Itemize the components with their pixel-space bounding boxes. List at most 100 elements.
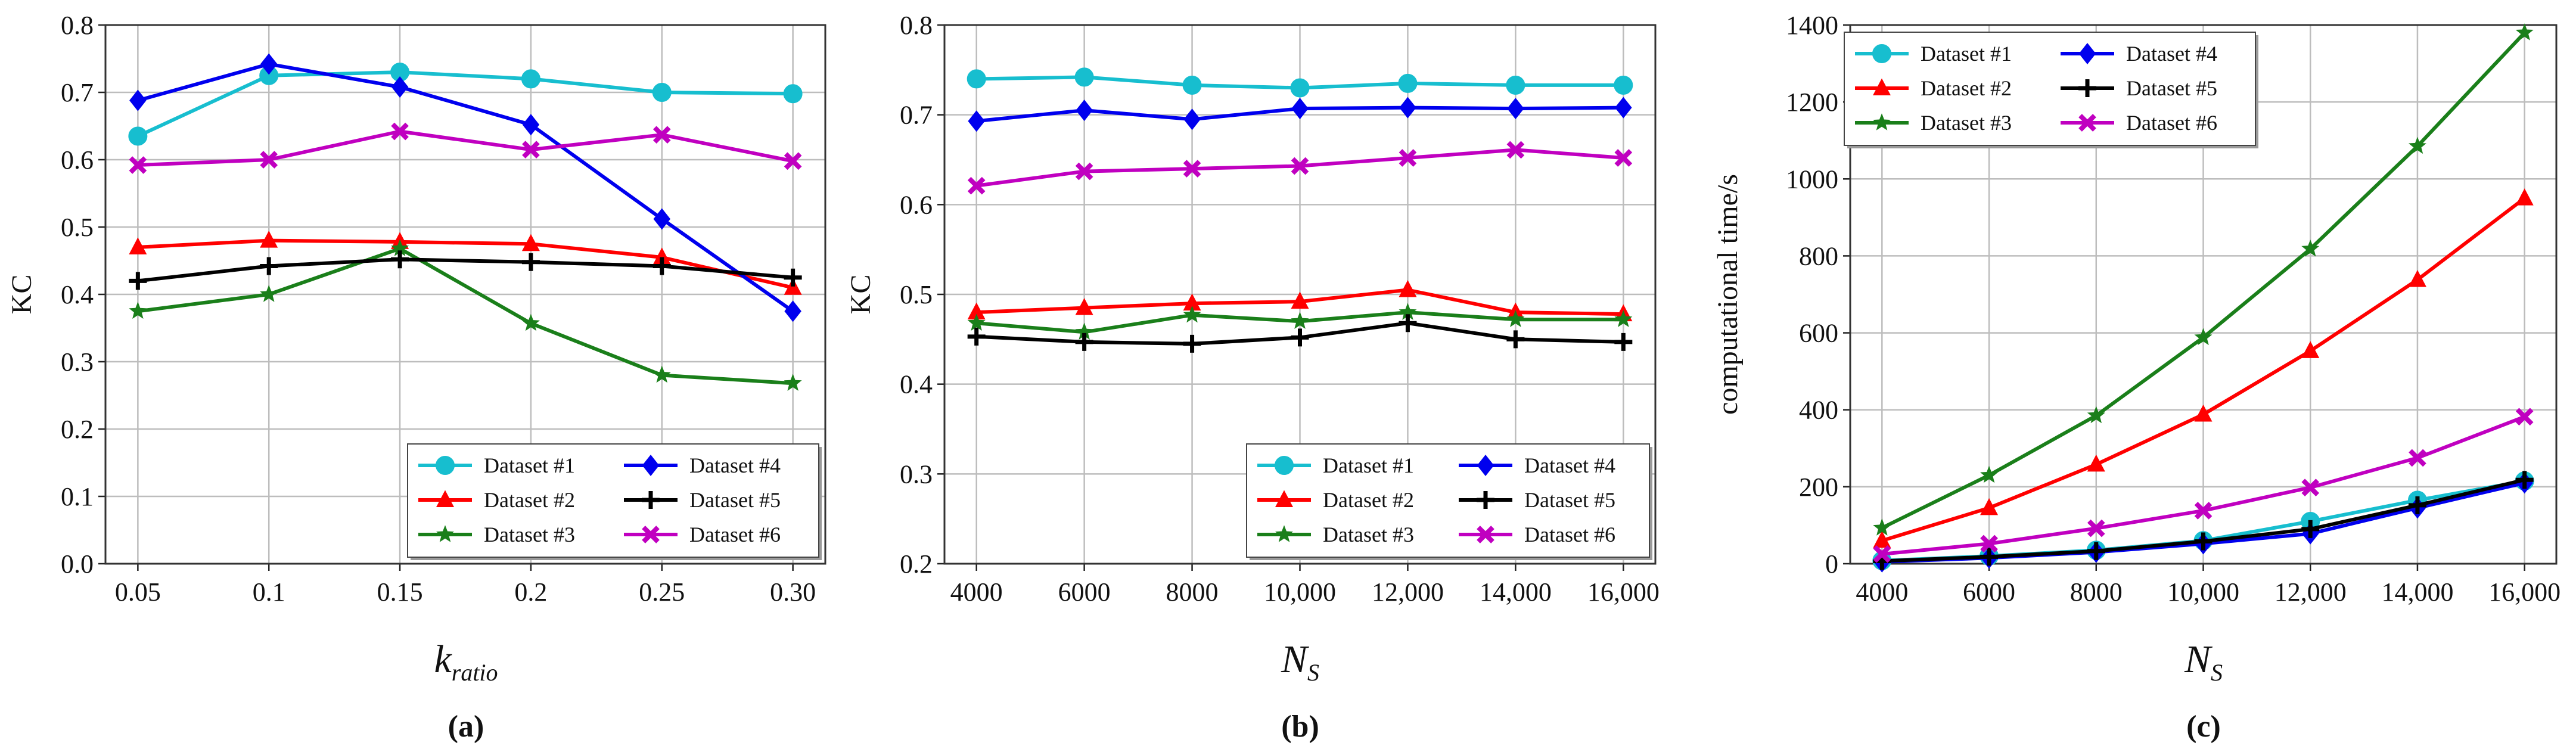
data-point <box>652 365 671 383</box>
legend-entry-dataset-2: Dataset #2 <box>1855 76 2012 100</box>
legend-label: Dataset #6 <box>2126 111 2217 135</box>
data-point <box>1980 548 1999 566</box>
series-dataset-6 <box>967 141 1633 195</box>
data-point <box>129 89 147 111</box>
data-point <box>967 176 986 195</box>
x-tick-label: 0.30 <box>770 577 816 607</box>
data-point <box>784 268 802 287</box>
data-point <box>128 126 148 146</box>
legend-marker <box>2078 43 2096 64</box>
data-point <box>129 237 147 254</box>
x-tick-label: 6000 <box>1058 577 1111 607</box>
panel-caption: (c) <box>2186 710 2221 744</box>
legend: Dataset #1 Dataset #2 Dataset #3 Dataset #4… <box>407 443 822 560</box>
x-tick-label: 16,000 <box>2488 577 2561 607</box>
x-axis-label: kratio <box>434 638 498 686</box>
legend-entry-dataset-3: Dataset #3 <box>1257 523 1414 546</box>
legend-marker <box>1873 113 1891 131</box>
data-point <box>1075 333 1093 351</box>
x-axis-label: NS <box>1281 638 1319 686</box>
data-point <box>2515 408 2534 426</box>
y-tick-label: 0.4 <box>61 280 94 309</box>
legend-label: Dataset #4 <box>1524 453 1615 477</box>
data-point <box>1183 108 1201 131</box>
legend-entry-dataset-5: Dataset #5 <box>1459 488 1615 512</box>
data-point <box>2515 23 2534 41</box>
y-tick-label: 0.7 <box>61 78 94 107</box>
data-point <box>2301 240 2320 257</box>
y-tick-label: 0.3 <box>61 347 94 377</box>
x-tick-label: 12,000 <box>1372 577 1444 607</box>
data-point <box>967 327 986 346</box>
legend-label: Dataset #3 <box>1323 523 1414 546</box>
legend-label: Dataset #5 <box>689 488 781 512</box>
x-axis-label-main: N <box>2184 638 2213 681</box>
legend-label: Dataset #5 <box>2126 76 2217 100</box>
data-point <box>1291 328 1309 347</box>
legend-marker <box>1873 78 1891 95</box>
x-tick-label: 10,000 <box>2167 577 2239 607</box>
x-axis-label: NS <box>2184 638 2223 686</box>
data-point <box>1873 545 1891 563</box>
data-point <box>260 257 278 275</box>
legend-entry-dataset-1: Dataset #1 <box>1257 453 1414 477</box>
legend-label: Dataset #1 <box>484 453 575 477</box>
legend-entry-dataset-6: Dataset #6 <box>1459 523 1615 546</box>
y-tick-label: 1200 <box>1786 88 1838 117</box>
data-point <box>2087 454 2105 472</box>
y-tick-label: 0.0 <box>61 549 94 579</box>
legend-marker <box>1275 525 1293 542</box>
legend-label: Dataset #3 <box>484 523 575 546</box>
data-point <box>2087 406 2105 424</box>
legend-marker <box>1477 491 1494 509</box>
legend-label: Dataset #5 <box>1524 488 1615 512</box>
series-dataset-4 <box>968 97 1632 132</box>
x-tick-label: 8000 <box>1166 577 1219 607</box>
series-line <box>137 62 794 313</box>
y-tick-label: 800 <box>1799 241 1838 271</box>
y-tick-label: 0 <box>1825 549 1838 579</box>
legend-entry-dataset-2: Dataset #2 <box>418 488 575 512</box>
y-tick-label: 1400 <box>1786 11 1838 40</box>
y-axis-label: computational time/s <box>1712 174 1744 415</box>
x-axis-label-subscript: S <box>1307 659 1319 686</box>
legend-label: Dataset #6 <box>689 523 781 546</box>
y-tick-label: 600 <box>1799 319 1838 348</box>
legend-marker <box>642 526 660 543</box>
legend-label: Dataset #4 <box>2126 42 2217 66</box>
data-point <box>1183 160 1201 178</box>
legend-label: Dataset #6 <box>1524 523 1615 546</box>
data-point <box>260 151 278 169</box>
legend-label: Dataset #1 <box>1921 42 2012 66</box>
data-point <box>2194 328 2213 346</box>
y-tick-label: 400 <box>1799 396 1838 425</box>
legend-marker <box>1275 490 1293 507</box>
x-axis-label-subscript: S <box>2211 659 2223 686</box>
panel-caption: (b) <box>1281 710 1319 744</box>
legend-entry-dataset-6: Dataset #6 <box>624 523 781 546</box>
legend-marker <box>1872 44 1891 63</box>
series-line <box>138 247 793 386</box>
legend-box <box>1844 32 2256 146</box>
data-point <box>1873 518 1891 536</box>
legend-entry-dataset-4: Dataset #4 <box>1459 453 1615 477</box>
x-tick-label: 8000 <box>2070 577 2123 607</box>
series-dataset-1 <box>967 67 1633 98</box>
data-point <box>1614 149 1633 167</box>
data-point <box>260 231 278 248</box>
legend-entry-dataset-6: Dataset #6 <box>2061 111 2217 135</box>
chart-panel-c: 0 200 400 600 800 1000 1200 1400 4000 6000 8000 10,… <box>1712 11 2561 744</box>
data-point <box>2409 449 2426 467</box>
data-point <box>1506 141 1525 159</box>
panel-caption: (a) <box>448 710 484 744</box>
legend-entry-dataset-5: Dataset #5 <box>2061 76 2217 100</box>
data-point <box>1873 530 1891 548</box>
legend-box <box>1246 443 1650 558</box>
data-point <box>1399 149 1417 167</box>
series-dataset-5 <box>129 250 802 290</box>
y-tick-label: 0.5 <box>61 213 94 242</box>
data-point <box>129 272 147 290</box>
y-tick-label: 0.4 <box>900 370 933 399</box>
y-tick-label: 0.2 <box>900 549 933 579</box>
data-point <box>1980 498 1999 515</box>
